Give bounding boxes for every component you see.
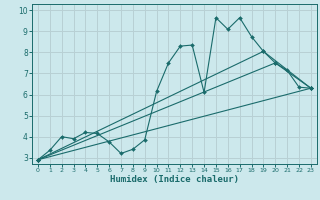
X-axis label: Humidex (Indice chaleur): Humidex (Indice chaleur)	[110, 175, 239, 184]
